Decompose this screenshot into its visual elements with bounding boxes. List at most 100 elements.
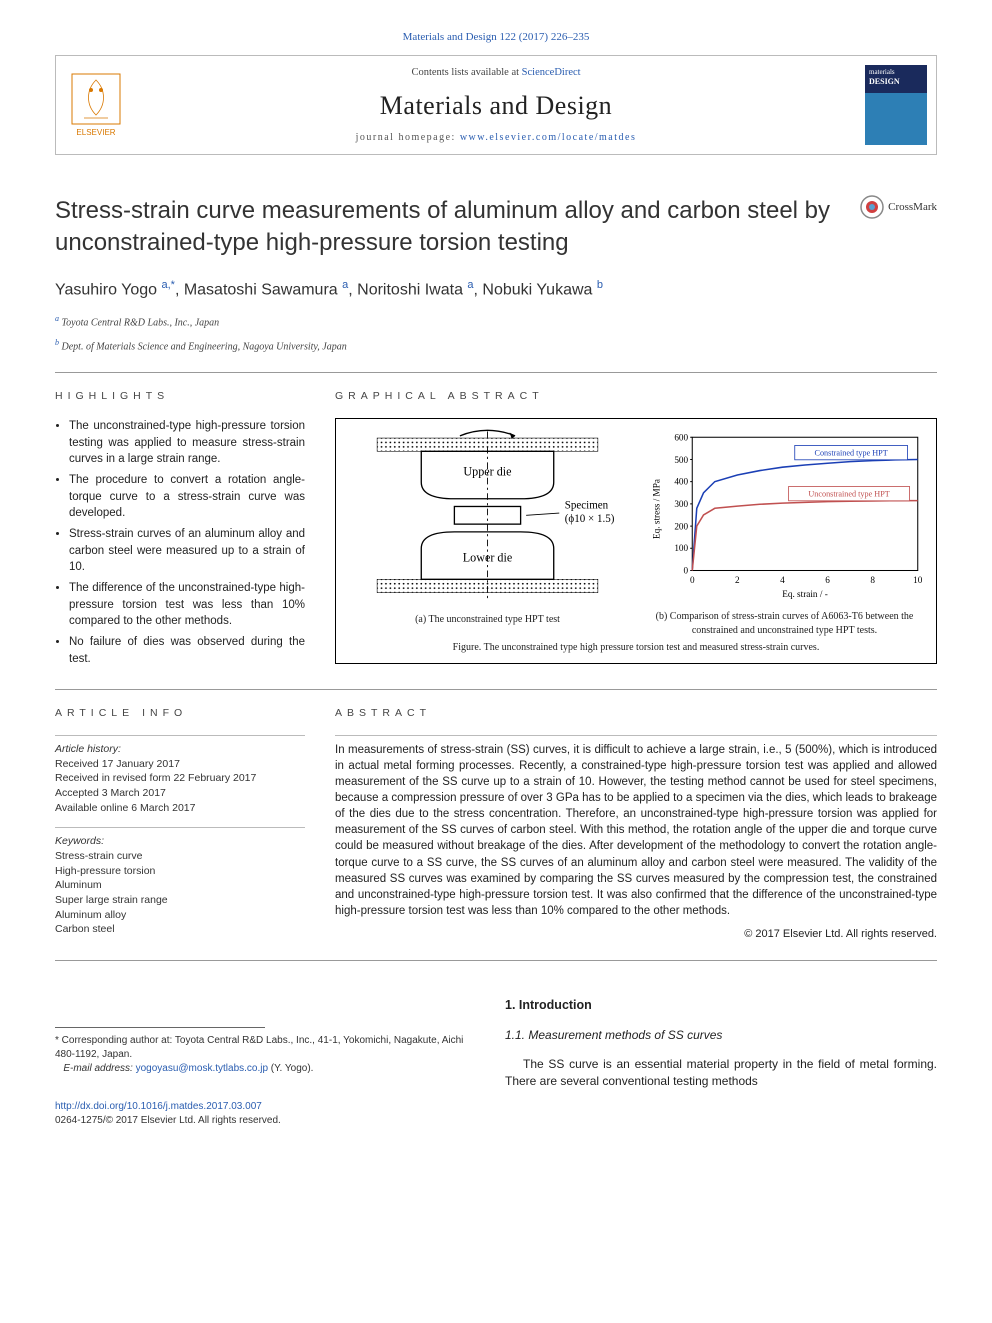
crossmark-icon <box>860 195 884 219</box>
homepage-link[interactable]: www.elsevier.com/locate/matdes <box>460 132 637 143</box>
affil-text: Dept. of Materials Science and Engineeri… <box>59 341 347 352</box>
keyword: Aluminum <box>55 878 305 893</box>
ga-schematic: Upper die Lower die Specimen (ϕ10 <box>344 427 631 627</box>
homepage-prefix: journal homepage: <box>356 132 460 143</box>
affil-text: Toyota Central R&D Labs., Inc., Japan <box>59 318 219 329</box>
svg-text:0: 0 <box>690 575 695 585</box>
keyword: Aluminum alloy <box>55 908 305 923</box>
abstract-text: In measurements of stress-strain (SS) cu… <box>335 742 937 919</box>
journal-cover-icon <box>865 65 927 145</box>
hpt-schematic-icon: Upper die Lower die Specimen (ϕ10 <box>344 427 631 604</box>
highlights-list: The unconstrained-type high-pressure tor… <box>55 418 305 667</box>
author-affil-sup: b <box>597 279 603 291</box>
corresponding-text: Corresponding author at: Toyota Central … <box>55 1035 463 1060</box>
svg-text:600: 600 <box>674 432 688 442</box>
crossmark-label: CrossMark <box>888 200 937 215</box>
contents-available: Contents lists available at ScienceDirec… <box>411 66 580 81</box>
author-name: , Nobuki Yukawa <box>474 281 597 298</box>
ga-figure-caption: Figure. The unconstrained type high pres… <box>344 640 928 655</box>
journal-header: ELSEVIER Contents lists available at Sci… <box>55 55 937 155</box>
online-line: Available online 6 March 2017 <box>55 801 305 816</box>
email-link[interactable]: yogoyasu@mosk.tytlabs.co.jp <box>136 1063 268 1074</box>
svg-text:Eq. strain / -: Eq. strain / - <box>782 589 828 599</box>
highlight-item: Stress-strain curves of an aluminum allo… <box>69 526 305 576</box>
corresponding-author-note: * Corresponding author at: Toyota Centra… <box>55 1034 475 1062</box>
article-info-heading: ARTICLE INFO <box>55 706 305 721</box>
author-affil-sup: a,* <box>161 279 174 291</box>
highlight-item: The unconstrained-type high-pressure tor… <box>69 418 305 468</box>
svg-text:Constrained type HPT: Constrained type HPT <box>815 449 888 458</box>
divider <box>55 372 937 373</box>
divider <box>55 960 937 961</box>
highlight-item: No failure of dies was observed during t… <box>69 634 305 667</box>
keywords-block: Keywords: Stress-strain curve High-press… <box>55 834 305 937</box>
svg-text:ELSEVIER: ELSEVIER <box>76 128 115 137</box>
ga-chart: 0 100 200 300 400 500 600 0 2 4 <box>641 427 928 638</box>
introduction-section: 1. Introduction 1.1. Measurement methods… <box>505 997 937 1090</box>
star-marker: * <box>55 1035 62 1046</box>
intro-paragraph: The SS curve is an essential material pr… <box>505 1056 937 1091</box>
top-citation: Materials and Design 122 (2017) 226–235 <box>55 30 937 45</box>
ga-left-caption: (a) The unconstrained type HPT test <box>344 613 631 627</box>
elsevier-logo-icon: ELSEVIER <box>66 70 126 140</box>
highlight-item: The difference of the unconstrained-type… <box>69 580 305 630</box>
email-note: E-mail address: yogoyasu@mosk.tytlabs.co… <box>55 1062 475 1076</box>
sciencedirect-link[interactable]: ScienceDirect <box>522 67 581 78</box>
info-divider <box>335 735 937 736</box>
history-label: Article history: <box>55 742 305 757</box>
svg-text:2: 2 <box>735 575 740 585</box>
affiliation-a: a Toyota Central R&D Labs., Inc., Japan <box>55 313 937 330</box>
revised-line: Received in revised form 22 February 201… <box>55 771 305 786</box>
info-divider <box>55 735 305 736</box>
graphical-abstract: Upper die Lower die Specimen (ϕ10 <box>335 418 937 664</box>
specimen-label: Specimen <box>565 500 609 512</box>
doi-link[interactable]: http://dx.doi.org/10.1016/j.matdes.2017.… <box>55 1101 262 1112</box>
highlight-item: The procedure to convert a rotation angl… <box>69 472 305 522</box>
issn-line: 0264-1275/© 2017 Elsevier Ltd. All right… <box>55 1115 281 1126</box>
svg-text:8: 8 <box>870 575 875 585</box>
email-label: E-mail address: <box>63 1063 135 1074</box>
svg-text:6: 6 <box>825 575 830 585</box>
keyword: High-pressure torsion <box>55 864 305 879</box>
publisher-logo-box: ELSEVIER <box>56 56 136 154</box>
svg-text:Unconstrained type HPT: Unconstrained type HPT <box>808 490 889 499</box>
author-name: , Noritoshi Iwata <box>348 281 467 298</box>
highlights-heading: HIGHLIGHTS <box>55 389 305 404</box>
svg-text:500: 500 <box>674 455 688 465</box>
keyword: Super large strain range <box>55 893 305 908</box>
svg-text:100: 100 <box>674 543 688 553</box>
contents-prefix: Contents lists available at <box>411 67 521 78</box>
abstract-heading: ABSTRACT <box>335 706 937 721</box>
section-1-heading: 1. Introduction <box>505 997 937 1015</box>
specimen-dim-label: (ϕ10 × 1.5) <box>565 513 615 525</box>
svg-text:400: 400 <box>674 476 688 486</box>
keyword: Carbon steel <box>55 922 305 937</box>
journal-cover-box <box>856 56 936 154</box>
article-title: Stress-strain curve measurements of alum… <box>55 195 840 257</box>
header-middle: Contents lists available at ScienceDirec… <box>136 56 856 154</box>
author-name: , Masatoshi Sawamura <box>175 281 342 298</box>
stress-strain-chart-icon: 0 100 200 300 400 500 600 0 2 4 <box>641 427 928 601</box>
footnote-divider <box>55 1027 265 1028</box>
copyright-line: © 2017 Elsevier Ltd. All rights reserved… <box>335 927 937 942</box>
doi-block: http://dx.doi.org/10.1016/j.matdes.2017.… <box>55 1100 475 1128</box>
accepted-line: Accepted 3 March 2017 <box>55 786 305 801</box>
keywords-label: Keywords: <box>55 834 305 849</box>
received-line: Received 17 January 2017 <box>55 757 305 772</box>
crossmark-badge[interactable]: CrossMark <box>860 195 937 219</box>
email-suffix: (Y. Yogo). <box>268 1063 313 1074</box>
journal-name: Materials and Design <box>380 88 612 124</box>
svg-text:Eq. stress / MPa: Eq. stress / MPa <box>651 479 661 539</box>
section-1-1-heading: 1.1. Measurement methods of SS curves <box>505 1027 937 1044</box>
keyword: Stress-strain curve <box>55 849 305 864</box>
svg-text:300: 300 <box>674 499 688 509</box>
svg-text:0: 0 <box>684 565 689 575</box>
svg-text:10: 10 <box>913 575 923 585</box>
article-history: Article history: Received 17 January 201… <box>55 742 305 815</box>
affiliation-b: b Dept. of Materials Science and Enginee… <box>55 337 937 354</box>
journal-homepage: journal homepage: www.elsevier.com/locat… <box>356 131 637 145</box>
divider <box>55 689 937 690</box>
svg-text:200: 200 <box>674 521 688 531</box>
info-divider <box>55 827 305 828</box>
author-name: Yasuhiro Yogo <box>55 281 161 298</box>
